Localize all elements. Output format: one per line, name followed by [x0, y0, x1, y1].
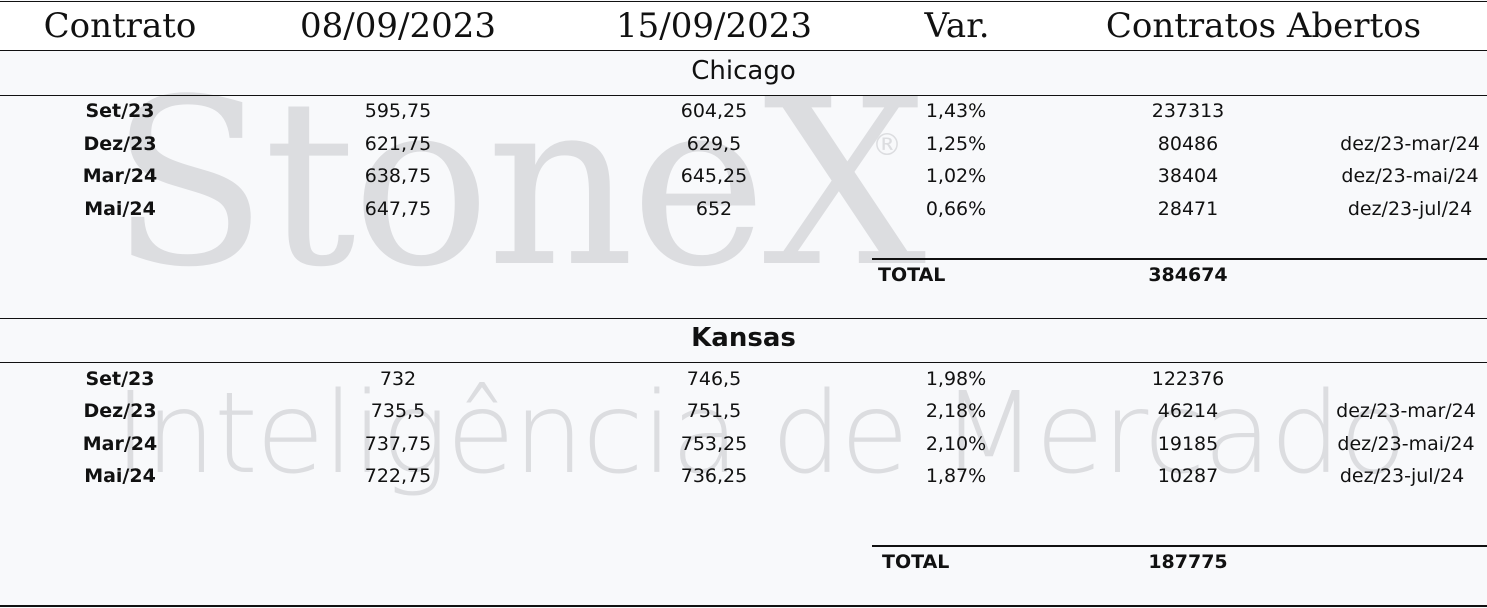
- cell-var: 1,87%: [925, 465, 987, 487]
- cell-contrato: Set/23: [85, 100, 155, 122]
- header-date-2: 15/09/2023: [616, 6, 812, 46]
- top-border: [0, 1, 1487, 2]
- cell-date-1: 735,5: [370, 400, 426, 422]
- total-label-chicago: TOTAL: [878, 264, 946, 286]
- total-value-chicago: 384674: [1148, 264, 1228, 286]
- table-header: Contrato 08/09/2023 15/09/2023 Var. Cont…: [0, 2, 1487, 50]
- cell-spread: dez/23-mar/24: [1336, 400, 1476, 422]
- cell-date-2: 753,25: [680, 433, 748, 455]
- chicago-bottom-border: [0, 318, 1487, 319]
- cell-date-1: 722,75: [364, 465, 432, 487]
- cell-contrato: Mai/24: [84, 198, 156, 220]
- cell-date-2: 645,25: [680, 165, 748, 187]
- section-title-chicago: Chicago: [691, 56, 796, 86]
- cell-date-1: 647,75: [364, 198, 432, 220]
- cell-contratos-abertos: 38404: [1157, 165, 1219, 187]
- cell-date-1: 638,75: [364, 165, 432, 187]
- total-value-kansas: 187775: [1148, 551, 1228, 573]
- cell-contrato: Dez/23: [83, 133, 157, 155]
- header-date-1: 08/09/2023: [300, 6, 496, 46]
- cell-spread: dez/23-mai/24: [1341, 165, 1479, 187]
- header-var: Var.: [924, 6, 990, 46]
- cell-contrato: Mai/24: [84, 465, 156, 487]
- cell-date-1: 737,75: [364, 433, 432, 455]
- chicago-title-border: [0, 95, 1487, 96]
- cell-date-1: 732: [379, 368, 417, 390]
- cell-var: 1,98%: [925, 368, 987, 390]
- cell-var: 1,43%: [925, 100, 987, 122]
- header-contrato: Contrato: [43, 6, 197, 46]
- cell-contratos-abertos: 237313: [1151, 100, 1225, 122]
- bottom-border: [0, 605, 1487, 607]
- cell-date-1: 595,75: [364, 100, 432, 122]
- cell-contratos-abertos: 80486: [1157, 133, 1219, 155]
- cell-var: 2,10%: [925, 433, 987, 455]
- cell-date-2: 746,5: [686, 368, 742, 390]
- cell-spread: dez/23-jul/24: [1339, 465, 1465, 487]
- cell-spread: dez/23-mai/24: [1337, 433, 1475, 455]
- kansas-title-border: [0, 362, 1487, 363]
- cell-var: 0,66%: [925, 198, 987, 220]
- kansas-total-border: [872, 545, 1487, 547]
- cell-contrato: Mar/24: [82, 433, 158, 455]
- cell-spread: dez/23-mar/24: [1340, 133, 1480, 155]
- cell-date-1: 621,75: [364, 133, 432, 155]
- cell-var: 1,02%: [925, 165, 987, 187]
- cell-date-2: 751,5: [686, 400, 742, 422]
- cell-var: 1,25%: [925, 133, 987, 155]
- cell-date-2: 736,25: [680, 465, 748, 487]
- cell-contrato: Set/23: [85, 368, 155, 390]
- cell-contratos-abertos: 28471: [1157, 198, 1219, 220]
- cell-date-2: 604,25: [680, 100, 748, 122]
- chicago-total-border: [872, 258, 1487, 260]
- cell-date-2: 652: [695, 198, 733, 220]
- cell-contrato: Dez/23: [83, 400, 157, 422]
- cell-contratos-abertos: 19185: [1157, 433, 1219, 455]
- cell-contratos-abertos: 122376: [1151, 368, 1225, 390]
- header-border: [0, 50, 1487, 51]
- total-label-kansas: TOTAL: [882, 551, 950, 573]
- cell-spread: dez/23-jul/24: [1347, 198, 1473, 220]
- cell-contratos-abertos: 10287: [1157, 465, 1219, 487]
- header-contratos-abertos: Contratos Abertos: [1105, 6, 1422, 46]
- section-title-kansas: Kansas: [691, 323, 796, 353]
- cell-date-2: 629,5: [686, 133, 742, 155]
- cell-var: 2,18%: [925, 400, 987, 422]
- cell-contratos-abertos: 46214: [1157, 400, 1219, 422]
- cell-contrato: Mar/24: [82, 165, 158, 187]
